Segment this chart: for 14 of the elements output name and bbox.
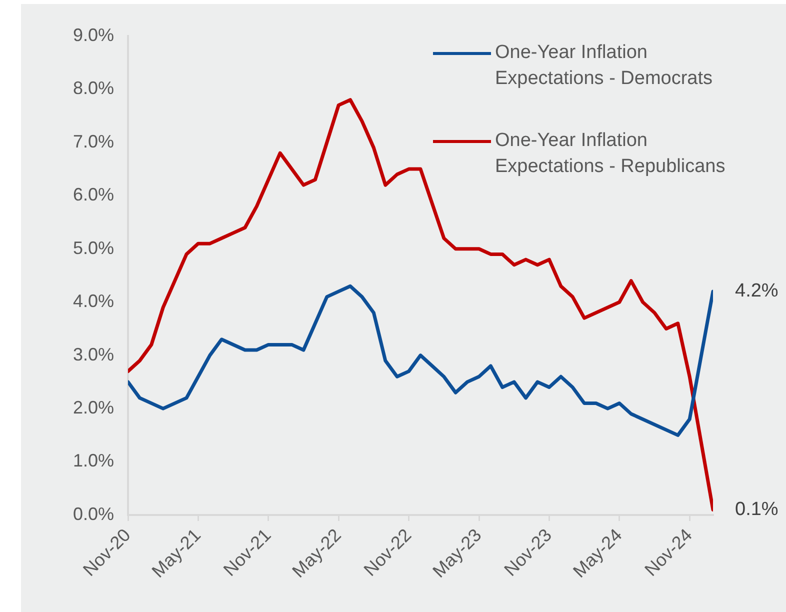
y-tick-label: 8.0%	[72, 78, 114, 98]
legend-label: One-Year Inflation Expectations - Democrats	[495, 41, 714, 91]
data-label: 4.2%	[735, 280, 778, 302]
y-tick-label: 7.0%	[72, 131, 114, 152]
y-tick-label: 3.0%	[72, 344, 114, 364]
data-label: 0.1%	[735, 498, 778, 520]
y-tick-label: 2.0%	[72, 398, 114, 418]
y-tick-label: 1.0%	[72, 450, 114, 471]
y-tick-label: 9.0%	[72, 24, 114, 45]
y-tick-label: 5.0%	[72, 238, 114, 258]
y-tick-label: 6.0%	[72, 184, 114, 205]
y-tick-label: 0.0%	[72, 504, 114, 524]
legend-label: One-Year Inflation Expectations - Republicans	[495, 129, 726, 179]
y-tick-label: 4.0%	[72, 291, 114, 312]
